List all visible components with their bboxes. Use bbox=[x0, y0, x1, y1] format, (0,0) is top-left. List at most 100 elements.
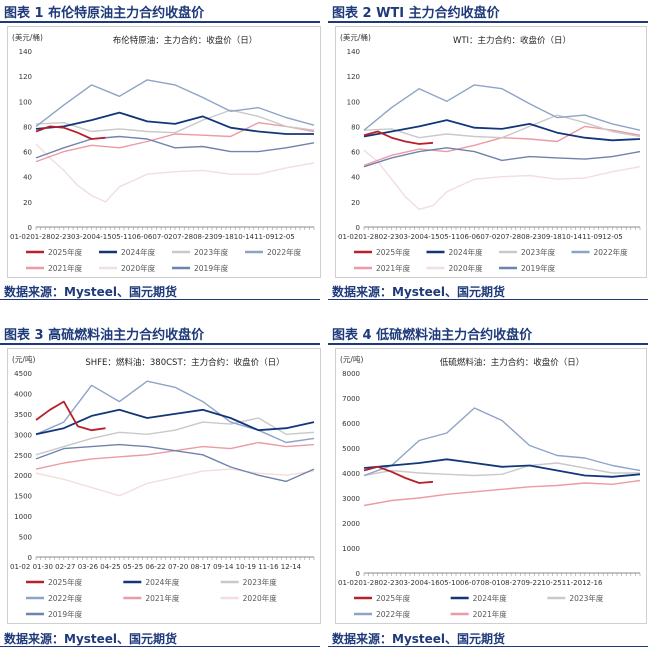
legend-label: 2021年度 bbox=[376, 263, 411, 273]
y-tick-label: 5000 bbox=[342, 445, 360, 453]
series-line-2024 bbox=[35, 408, 315, 436]
series-line-2019 bbox=[363, 147, 641, 168]
y-tick-label: 500 bbox=[19, 534, 32, 542]
y-tick-label: 2000 bbox=[342, 520, 360, 528]
series-line-2023 bbox=[35, 109, 315, 134]
legend-label: 2025年度 bbox=[376, 593, 411, 603]
plot-frame: (元/吨) SHFE：燃料油：380CST：主力合约：收盘价（日） 0 500 1000… bbox=[7, 348, 321, 624]
y-tick-label: 40 bbox=[351, 174, 360, 182]
y-tick-label: 120 bbox=[19, 73, 32, 81]
y-axis-unit-label: (元/吨) bbox=[340, 354, 363, 364]
legend-label: 2023年度 bbox=[521, 247, 556, 257]
legend-label: 2025年度 bbox=[48, 577, 83, 587]
legend-label: 2024年度 bbox=[449, 247, 484, 257]
series-line-2025 bbox=[35, 400, 106, 432]
chart-panel-title: 图表 1 布伦特原油主力合约收盘价 bbox=[4, 6, 205, 21]
y-tick-label: 140 bbox=[347, 48, 360, 56]
y-axis-unit-label: (元/吨) bbox=[12, 354, 35, 364]
x-tick-labels: 01-0201-2802-2303-2004-1505-1106-0607-02… bbox=[338, 233, 623, 241]
source-note: 数据来源：Mysteel、国元期货 bbox=[332, 285, 506, 299]
y-tick-label: 60 bbox=[23, 149, 32, 157]
title-divider bbox=[0, 21, 320, 23]
title-divider bbox=[328, 21, 648, 23]
x-tick-labels: 01-0201-2802-2303-2004-1605-1006-0708-01… bbox=[338, 579, 603, 587]
series-line-2024 bbox=[363, 119, 641, 142]
legend-label: 2019年度 bbox=[521, 263, 556, 273]
y-tick-label: 0 bbox=[28, 554, 32, 562]
legend-label: 2021年度 bbox=[48, 263, 83, 273]
legend-label: 2024年度 bbox=[121, 247, 156, 257]
chart-title: 布伦特原油：主力合约：收盘价（日） bbox=[113, 35, 258, 46]
series-line-2024 bbox=[363, 458, 641, 478]
series-line-2025 bbox=[363, 130, 434, 145]
y-tick-label: 3000 bbox=[14, 431, 32, 439]
y-tick-label: 7000 bbox=[342, 395, 360, 403]
legend-label: 2020年度 bbox=[243, 593, 278, 603]
series-line-2024 bbox=[35, 111, 314, 135]
y-tick-label: 0 bbox=[356, 224, 360, 232]
y-tick-label: 1000 bbox=[342, 545, 360, 553]
y-tick-label: 4500 bbox=[14, 370, 32, 378]
y-axis-unit-label: (美元/桶) bbox=[12, 32, 43, 42]
title-divider bbox=[328, 343, 648, 345]
series-line-2022 bbox=[35, 380, 315, 444]
source-divider bbox=[0, 646, 320, 647]
x-tick-labels: 01-0201-2802-2303-2004-1505-1106-0607-02… bbox=[10, 233, 295, 241]
y-tick-label: 6000 bbox=[342, 420, 360, 428]
legend-label: 2022年度 bbox=[594, 247, 629, 257]
y-tick-label: 3500 bbox=[14, 411, 32, 419]
legend-label: 2023年度 bbox=[194, 247, 229, 257]
y-tick-label: 4000 bbox=[342, 470, 360, 478]
y-tick-label: 80 bbox=[351, 123, 360, 131]
legend-label: 2022年度 bbox=[376, 609, 411, 619]
y-tick-label: 8000 bbox=[342, 370, 360, 378]
y-tick-label: 80 bbox=[23, 123, 32, 131]
y-tick-label: 0 bbox=[356, 570, 360, 578]
series-line-2021 bbox=[363, 479, 641, 507]
legend-label: 2019年度 bbox=[194, 263, 229, 273]
y-tick-label: 0 bbox=[28, 224, 32, 232]
series-line-2022 bbox=[363, 84, 641, 131]
source-note: 数据来源：Mysteel、国元期货 bbox=[332, 632, 506, 646]
series-line-2021 bbox=[35, 121, 315, 163]
y-tick-label: 2000 bbox=[14, 472, 32, 480]
y-tick-label: 20 bbox=[23, 199, 32, 207]
legend-label: 2022年度 bbox=[48, 593, 83, 603]
y-tick-label: 120 bbox=[347, 73, 360, 81]
legend-label: 2020年度 bbox=[449, 263, 484, 273]
y-tick-label: 40 bbox=[23, 174, 32, 182]
x-tick-labels: 01-02 01-30 02-27 03-26 04-25 05-25 06-2… bbox=[10, 563, 302, 571]
series-line-2020 bbox=[35, 143, 315, 203]
chart-title: SHFE：燃料油：380CST：主力合约：收盘价（日） bbox=[85, 357, 284, 368]
y-tick-label: 1500 bbox=[14, 493, 32, 501]
series-line-2023 bbox=[363, 114, 641, 139]
series-line-2023 bbox=[363, 462, 640, 477]
source-divider bbox=[328, 646, 648, 647]
line-chart: (美元/桶) WTI：主力合约：收盘价（日） 0 20 40 60 80 100 120 140 0… bbox=[338, 32, 641, 273]
legend-label: 2021年度 bbox=[145, 593, 180, 603]
y-tick-label: 4000 bbox=[14, 390, 32, 398]
y-tick-label: 2500 bbox=[14, 452, 32, 460]
y-tick-label: 100 bbox=[347, 98, 360, 106]
series-line-2022 bbox=[35, 79, 315, 127]
legend-label: 2019年度 bbox=[48, 609, 83, 619]
series-line-2025 bbox=[35, 125, 106, 140]
series-line-2020 bbox=[363, 149, 641, 211]
y-tick-label: 60 bbox=[351, 149, 360, 157]
chart-panel-wti: 图表 2 WTI 主力合约收盘价 (美元/桶) WTI：主力合约：收盘价（日） 0 2… bbox=[328, 0, 651, 300]
y-tick-label: 100 bbox=[19, 98, 32, 106]
chart-panel-title: 图表 3 高硫燃料油主力合约收盘价 bbox=[4, 328, 205, 343]
y-tick-label: 1000 bbox=[14, 513, 32, 521]
series-line-2022 bbox=[363, 407, 641, 477]
legend-label: 2025年度 bbox=[48, 247, 83, 257]
line-chart: (元/吨) 低硫燃料油：主力合约：收盘价（日） 0 1000 2000 3000 4000 5… bbox=[338, 354, 641, 619]
chart-title: WTI：主力合约：收盘价（日） bbox=[453, 35, 571, 46]
plot-frame: (美元/桶) 布伦特原油：主力合约：收盘价（日） 0 20 40 60 80 100 120 14… bbox=[7, 26, 321, 278]
line-chart: (美元/桶) 布伦特原油：主力合约：收盘价（日） 0 20 40 60 80 100 120 14… bbox=[10, 32, 315, 273]
plot-frame: (美元/桶) WTI：主力合约：收盘价（日） 0 20 40 60 80 100 120 140 0… bbox=[335, 26, 647, 278]
legend-label: 2024年度 bbox=[145, 577, 180, 587]
y-tick-label: 20 bbox=[351, 199, 360, 207]
line-chart: (元/吨) SHFE：燃料油：380CST：主力合约：收盘价（日） 0 500 1000… bbox=[10, 354, 315, 619]
y-axis-unit-label: (美元/桶) bbox=[340, 32, 371, 42]
chart-panel-brent: 图表 1 布伦特原油主力合约收盘价 (美元/桶) 布伦特原油：主力合约：收盘价（日… bbox=[0, 0, 326, 300]
